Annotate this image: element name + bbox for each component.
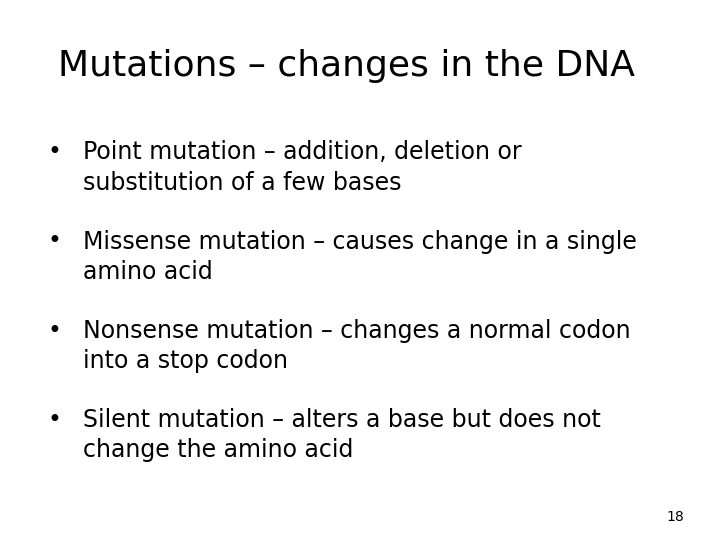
Text: Mutations – changes in the DNA: Mutations – changes in the DNA [58, 49, 634, 83]
Text: •: • [47, 408, 61, 431]
Text: Point mutation – addition, deletion or
substitution of a few bases: Point mutation – addition, deletion or s… [83, 140, 521, 195]
Text: •: • [47, 319, 61, 342]
Text: •: • [47, 140, 61, 164]
Text: Silent mutation – alters a base but does not
change the amino acid: Silent mutation – alters a base but does… [83, 408, 600, 462]
Text: 18: 18 [666, 510, 684, 524]
Text: •: • [47, 230, 61, 253]
Text: Nonsense mutation – changes a normal codon
into a stop codon: Nonsense mutation – changes a normal cod… [83, 319, 631, 373]
Text: Missense mutation – causes change in a single
amino acid: Missense mutation – causes change in a s… [83, 230, 636, 284]
